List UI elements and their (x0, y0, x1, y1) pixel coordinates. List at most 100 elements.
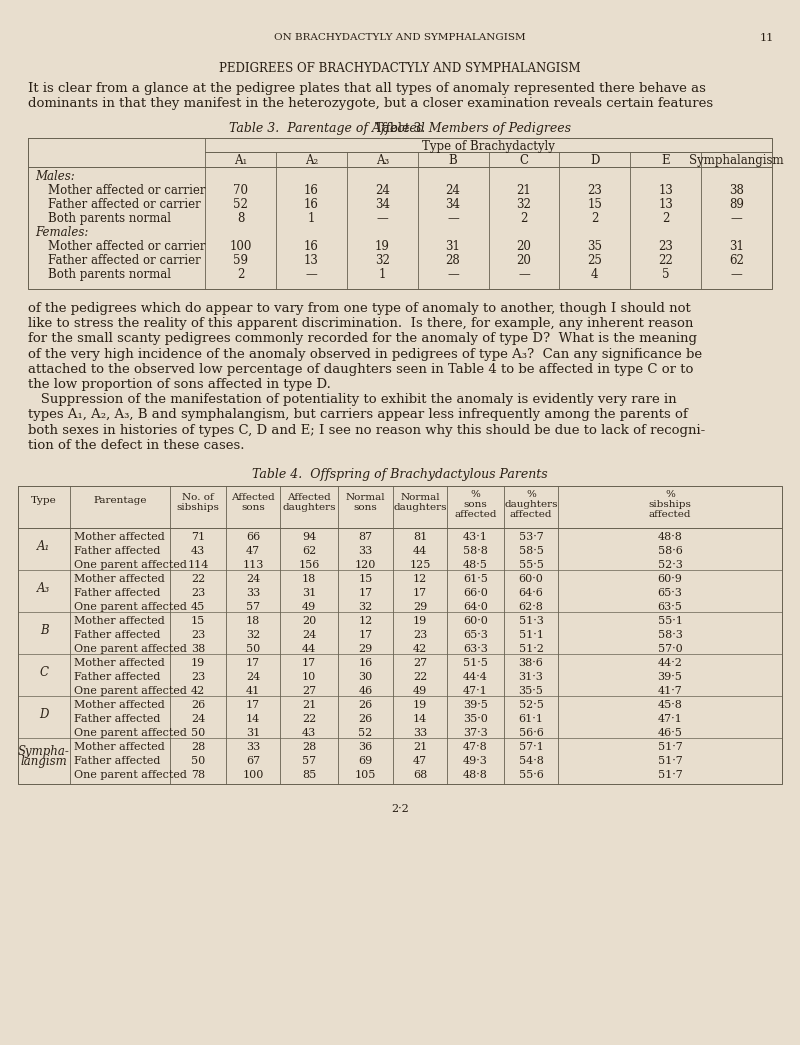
Text: 55·6: 55·6 (518, 770, 543, 780)
Text: 62·8: 62·8 (518, 602, 543, 612)
Text: 1: 1 (378, 268, 386, 281)
Text: 125: 125 (410, 560, 430, 570)
Text: 24: 24 (374, 184, 390, 198)
Text: 66·0: 66·0 (463, 588, 488, 598)
Text: One parent affected: One parent affected (74, 770, 187, 780)
Text: 35·0: 35·0 (463, 714, 488, 724)
Text: 27: 27 (302, 686, 316, 696)
Text: Father affected: Father affected (74, 756, 160, 766)
Text: A₃: A₃ (38, 581, 50, 595)
Text: —: — (447, 268, 459, 281)
Text: 19: 19 (413, 616, 427, 626)
Text: 24: 24 (246, 574, 260, 584)
Text: Father affected: Father affected (74, 672, 160, 682)
Text: 44·2: 44·2 (658, 658, 682, 668)
Text: One parent affected: One parent affected (74, 728, 187, 738)
Text: 41·7: 41·7 (658, 686, 682, 696)
Text: 113: 113 (242, 560, 264, 570)
Text: 42: 42 (413, 644, 427, 654)
Text: 65·3: 65·3 (463, 630, 488, 640)
Text: 62: 62 (729, 254, 744, 268)
Text: Males:: Males: (35, 170, 74, 183)
Text: affected: affected (454, 510, 497, 519)
Text: Symphalangism: Symphalangism (690, 154, 784, 167)
Text: —: — (730, 268, 742, 281)
Text: 58·5: 58·5 (518, 545, 543, 556)
Text: 52·5: 52·5 (518, 700, 543, 710)
Text: 56·6: 56·6 (518, 728, 543, 738)
Text: 18: 18 (302, 574, 316, 584)
Text: Mother affected: Mother affected (74, 700, 165, 710)
Text: One parent affected: One parent affected (74, 686, 187, 696)
Text: PEDIGREES OF BRACHYDACTYLY AND SYMPHALANGISM: PEDIGREES OF BRACHYDACTYLY AND SYMPHALAN… (219, 62, 581, 75)
Text: 28: 28 (191, 742, 205, 752)
Text: 22: 22 (413, 672, 427, 682)
Text: Sympha-: Sympha- (18, 744, 70, 758)
Text: 10: 10 (302, 672, 316, 682)
Text: 33: 33 (246, 588, 260, 598)
Text: D: D (590, 154, 599, 167)
Text: 35: 35 (587, 240, 602, 253)
Text: A₁: A₁ (38, 539, 50, 553)
Text: Mother affected: Mother affected (74, 574, 165, 584)
Text: 64·0: 64·0 (463, 602, 488, 612)
Text: 24: 24 (191, 714, 205, 724)
Text: 43: 43 (191, 545, 205, 556)
Text: C: C (39, 666, 49, 678)
Text: Mother affected or carrier: Mother affected or carrier (48, 184, 206, 198)
Text: 89: 89 (729, 198, 744, 211)
Text: 49·3: 49·3 (463, 756, 488, 766)
Text: 47: 47 (413, 756, 427, 766)
Text: 2: 2 (591, 212, 598, 225)
Text: A₃: A₃ (375, 154, 389, 167)
Text: 33: 33 (358, 545, 373, 556)
Text: 51·7: 51·7 (658, 756, 682, 766)
Text: 49: 49 (413, 686, 427, 696)
Text: 13: 13 (658, 198, 673, 211)
Text: 5: 5 (662, 268, 670, 281)
Text: 57·1: 57·1 (518, 742, 543, 752)
Text: No. of: No. of (182, 493, 214, 502)
Text: Mother affected: Mother affected (74, 658, 165, 668)
Text: 15: 15 (358, 574, 373, 584)
Text: sons: sons (354, 503, 378, 512)
Text: 32: 32 (374, 254, 390, 268)
Text: 45·8: 45·8 (658, 700, 682, 710)
Text: —: — (730, 212, 742, 225)
Text: both sexes in histories of types C, D and E; I see no reason why this should be : both sexes in histories of types C, D an… (28, 423, 706, 437)
Text: daughters: daughters (282, 503, 336, 512)
Text: Father affected: Father affected (74, 714, 160, 724)
Text: E: E (662, 154, 670, 167)
Text: langism: langism (21, 754, 67, 767)
Text: 44: 44 (302, 644, 316, 654)
Text: 31: 31 (729, 240, 744, 253)
Text: Both parents normal: Both parents normal (48, 212, 171, 225)
Text: 22: 22 (191, 574, 205, 584)
Text: 46: 46 (358, 686, 373, 696)
Text: 27: 27 (413, 658, 427, 668)
Text: like to stress the reality of this apparent discrimination.  Is there, for examp: like to stress the reality of this appar… (28, 318, 694, 330)
Text: 32: 32 (517, 198, 531, 211)
Text: 31: 31 (446, 240, 461, 253)
Text: 2: 2 (237, 268, 244, 281)
Text: 23: 23 (191, 588, 205, 598)
Text: 32: 32 (358, 602, 373, 612)
Text: 36: 36 (358, 742, 373, 752)
Text: It is clear from a glance at the pedigree plates that all types of anomaly repre: It is clear from a glance at the pedigre… (28, 82, 706, 95)
Text: 52·3: 52·3 (658, 560, 682, 570)
Text: Father affected or carrier: Father affected or carrier (48, 254, 201, 268)
Text: sibships: sibships (177, 503, 219, 512)
Text: 48·8: 48·8 (658, 532, 682, 542)
Text: 51·7: 51·7 (658, 742, 682, 752)
Text: 16: 16 (304, 184, 318, 198)
Text: Father affected: Father affected (74, 588, 160, 598)
Text: Females:: Females: (35, 226, 88, 239)
Text: the low proportion of sons affected in type D.: the low proportion of sons affected in t… (28, 378, 331, 391)
Text: 23: 23 (413, 630, 427, 640)
Text: 43·1: 43·1 (463, 532, 488, 542)
Text: 61·1: 61·1 (518, 714, 543, 724)
Text: %: % (470, 490, 481, 500)
Text: 2: 2 (662, 212, 670, 225)
Text: 51·5: 51·5 (463, 658, 488, 668)
Text: A₁: A₁ (234, 154, 247, 167)
